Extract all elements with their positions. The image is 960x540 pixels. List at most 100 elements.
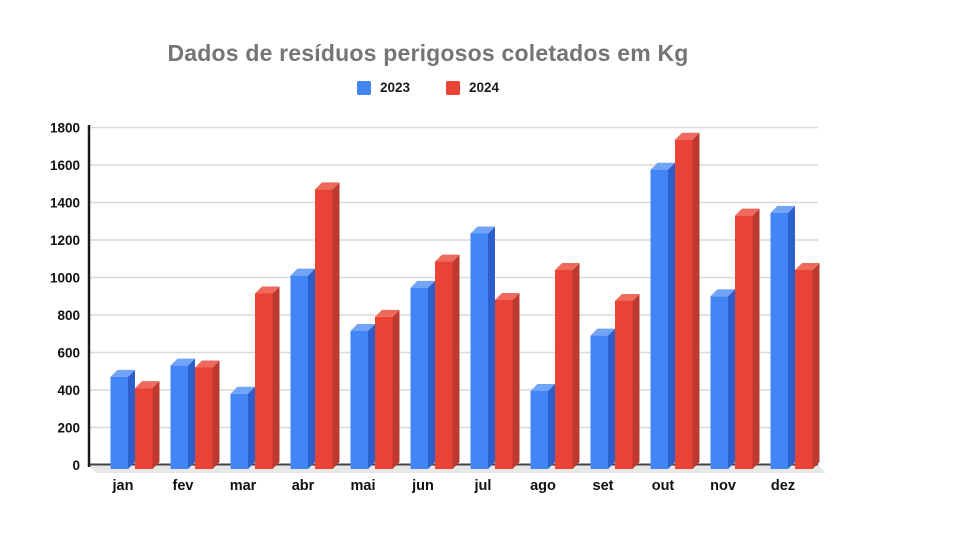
y-tick-label-200: 200: [57, 421, 80, 436]
bar-side-2024-mai: [392, 309, 400, 469]
y-tick-label-800: 800: [57, 308, 80, 323]
bar-2023-out: [650, 169, 668, 469]
bar-side-2023-out: [668, 162, 675, 469]
bar-2024-nov: [735, 215, 753, 469]
bar-side-2023-abr: [308, 268, 315, 469]
x-tick-label-abr: abr: [292, 478, 315, 494]
bar-top-2023-jul: [470, 226, 495, 234]
y-tick-label-1000: 1000: [50, 271, 80, 286]
bar-2023-dez: [770, 212, 788, 469]
legend-item-2024: 2024: [446, 80, 499, 95]
bar-top-2024-ago: [555, 263, 580, 270]
y-tick-label-1800: 1800: [50, 121, 80, 136]
x-tick-label-jun: jun: [411, 478, 434, 494]
bar-2023-mai: [350, 330, 368, 469]
legend-item-2023: 2023: [356, 80, 410, 95]
bar-top-2023-mai: [350, 323, 375, 331]
bar-side-2024-jun: [452, 254, 460, 469]
x-tick-label-mai: mai: [351, 478, 376, 494]
bar-top-2023-jun: [410, 280, 435, 288]
y-tick-label-1400: 1400: [50, 196, 80, 211]
bar-top-2024-nov: [735, 208, 760, 216]
bar-2024-mai: [375, 316, 393, 469]
bar-side-2024-set: [632, 293, 640, 469]
bar-top-2024-fev: [195, 360, 220, 368]
chart-legend: 2023 2024: [0, 80, 856, 95]
x-tick-label-dez: dez: [771, 478, 795, 494]
bar-top-2024-jan: [135, 381, 160, 389]
x-tick-label-jul: jul: [474, 478, 492, 494]
x-tick-label-jan: jan: [112, 478, 134, 494]
bar-2024-jan: [135, 388, 153, 469]
y-tick-label-600: 600: [57, 346, 80, 361]
x-tick-label-ago: ago: [530, 478, 556, 494]
bar-top-2024-out: [675, 132, 700, 140]
bar-2023-fev: [170, 365, 188, 469]
bar-top-2024-abr: [315, 182, 340, 190]
bar-side-2023-ago: [548, 383, 555, 469]
bar-side-2023-fev: [188, 358, 195, 469]
bar-side-2023-nov: [728, 289, 735, 469]
bar-top-2023-dez: [770, 205, 795, 213]
bar-top-2023-ago: [530, 383, 555, 391]
bar-2023-set: [590, 335, 608, 469]
bar-2024-jun: [435, 261, 453, 469]
bar-side-2024-fev: [212, 360, 220, 469]
bar-2023-mar: [230, 393, 248, 469]
x-tick-label-nov: nov: [710, 478, 736, 494]
bar-side-2023-set: [608, 328, 615, 469]
bar-top-2024-mai: [375, 309, 400, 317]
legend-label-2024: 2024: [469, 80, 500, 95]
bar-side-2024-dez: [812, 263, 820, 469]
bar-2024-set: [615, 300, 633, 469]
x-tick-label-mar: mar: [230, 478, 257, 494]
bar-side-2023-jun: [428, 280, 435, 469]
bar-2024-fev: [195, 367, 213, 469]
y-tick-label-0: 0: [72, 458, 80, 473]
bar-side-2024-out: [692, 132, 700, 469]
bar-2023-abr: [290, 275, 308, 469]
bar-2023-jul: [470, 233, 488, 469]
bar-side-2023-mar: [248, 386, 255, 469]
bar-side-2024-jan: [152, 381, 160, 469]
bar-top-2023-jan: [110, 369, 135, 377]
bar-side-2024-jul: [512, 293, 520, 469]
bar-top-2023-nov: [710, 289, 735, 297]
bar-side-2024-mar: [272, 286, 280, 469]
bar-top-2024-jul: [495, 293, 520, 300]
bar-2024-out: [675, 139, 693, 469]
bar-top-2024-mar: [255, 286, 280, 294]
bar-top-2023-abr: [290, 268, 315, 276]
bar-2023-nov: [710, 296, 728, 469]
y-tick-label-400: 400: [57, 383, 80, 398]
bar-top-2023-mar: [230, 386, 255, 394]
bar-side-2023-jul: [488, 226, 495, 469]
bar-side-2023-mai: [368, 323, 375, 469]
bar-2023-jan: [110, 376, 128, 469]
bar-2024-jul: [495, 300, 513, 469]
bar-side-2023-jan: [128, 369, 135, 469]
bar-2023-ago: [530, 390, 548, 469]
bar-2024-ago: [555, 270, 573, 469]
bar-top-2024-dez: [795, 263, 820, 270]
bar-top-2023-fev: [170, 358, 195, 366]
x-tick-label-fev: fev: [173, 478, 194, 494]
bar-2023-jun: [410, 287, 428, 469]
legend-label-2023: 2023: [379, 80, 410, 95]
bar-top-2024-jun: [435, 254, 460, 262]
bar-2024-mar: [255, 293, 273, 469]
y-tick-label-1600: 1600: [50, 158, 80, 173]
legend-swatch-2023-icon: [356, 80, 371, 95]
x-tick-label-set: set: [593, 478, 614, 494]
bar-2024-dez: [795, 270, 813, 469]
bar-side-2024-abr: [332, 182, 340, 469]
chart-title: Dados de resíduos perigosos coletados em…: [167, 40, 689, 66]
legend-swatch-2024-icon: [446, 80, 460, 95]
bar-top-2023-set: [590, 328, 615, 336]
x-tick-label-out: out: [652, 478, 675, 494]
bar-side-2023-dez: [788, 205, 795, 469]
y-tick-label-1200: 1200: [50, 233, 80, 248]
bar-top-2023-out: [650, 162, 675, 170]
